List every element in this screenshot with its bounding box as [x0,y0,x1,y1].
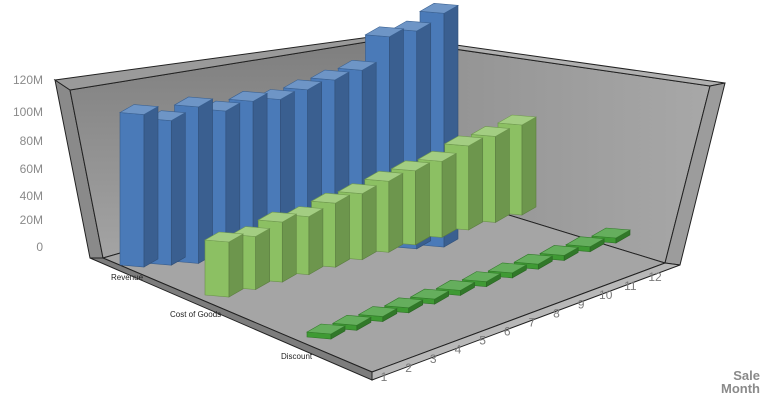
bar-top-face [383,297,424,309]
x-tick-label: 3 [430,352,437,366]
bar-top-face [419,3,459,14]
y-tick-label: 100M [13,105,43,119]
y-axis-ticks: 0 20M 40M 60M 80M 100M 120M [13,73,43,254]
bar [119,104,159,268]
bar-side-face [170,112,186,266]
bar-side-face [415,162,430,246]
bars-group [119,3,631,340]
x-axis-title-line2: Month [721,381,760,396]
bar-top-face [257,211,298,223]
bar-side-face [255,228,270,291]
bar-side-face [468,137,484,231]
bar-side-face [281,213,297,283]
bar-top-face [539,245,580,256]
series-2-bars [204,114,537,298]
bar-top-face [364,26,405,38]
bar-top-face [337,59,378,71]
series-label: Revenue [111,273,144,282]
bar-top-face [443,135,484,147]
series-3-bars [306,227,631,340]
bar-top-face [357,306,398,317]
bar-top-face [309,69,350,81]
bar-top-face [461,271,502,282]
bar-front-face [119,112,145,268]
bar-side-face [441,152,457,238]
bar [409,288,450,305]
x-tick-label: 2 [405,361,412,375]
y-tick-label: 20M [20,213,43,227]
bar-top-face [497,114,537,126]
x-tick-label: 4 [455,343,462,357]
bar-side-face [143,106,159,268]
bar-top-face [513,253,554,265]
x-axis-title-line1: Sale [733,368,760,383]
bar-side-face [335,194,350,268]
bar-top-face [435,280,476,291]
bar-top-face [487,262,528,274]
bar-front-face [204,239,230,298]
x-tick-label: 5 [479,334,486,348]
bar-top-face [417,151,458,162]
x-tick-label: 7 [528,315,535,329]
bar-side-face [361,185,377,261]
floor-right-edge [371,262,681,381]
x-tick-label: 9 [578,297,585,311]
bar-top-face [310,192,351,204]
bar-side-face [228,233,244,298]
bar-top-face [306,323,346,335]
y-tick-label: 0 [36,240,43,254]
y-tick-label: 60M [20,162,43,176]
bar-top-face [282,79,323,91]
bar-side-face [521,116,537,216]
bar-top-face [331,314,372,326]
y-tick-label: 120M [13,73,43,87]
series-label: Discount [281,352,313,361]
bar-top-face [363,170,404,182]
bar-top-face [119,104,159,115]
bar-top-face [228,91,269,102]
bar [204,231,244,298]
bar-side-face [388,172,404,253]
x-tick-label: 6 [504,325,511,339]
bar-top-face [204,231,244,243]
series-label: Cost of Goods [170,310,221,319]
bar-side-face [495,127,510,223]
x-tick-label: 1 [381,370,388,384]
bar [306,323,346,340]
x-tick-label: 12 [648,270,662,284]
bar-top-face [591,227,631,239]
bar-top-face [337,183,378,195]
x-tick-label: 11 [624,279,637,293]
bar-top-face [390,160,431,172]
bar-top-face [470,126,511,137]
y-tick-label: 80M [20,134,43,148]
bar-top-face [409,288,450,300]
x-tick-label: 8 [553,306,560,320]
bar-top-face [565,236,606,248]
series-labels: Revenue Cost of Goods Discount [111,273,313,361]
x-tick-label: 10 [599,288,613,302]
y-tick-label: 40M [20,189,43,203]
bar-side-face [308,208,324,276]
bar-top-face [173,96,214,108]
